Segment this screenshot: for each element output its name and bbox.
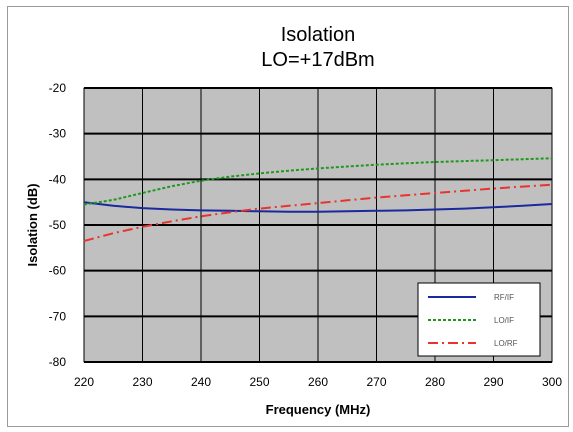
y-tick-label: -80 — [49, 355, 67, 369]
x-tick-label: 260 — [308, 375, 328, 389]
y-tick-label: -30 — [49, 127, 67, 141]
x-tick-label: 230 — [132, 375, 152, 389]
legend-box — [417, 282, 541, 357]
x-tick-label: 220 — [74, 375, 94, 389]
x-tick-label: 240 — [191, 375, 211, 389]
legend-label: LO/RF — [494, 339, 518, 348]
x-tick-label: 280 — [425, 375, 445, 389]
y-axis-title: Isolation (dB) — [25, 183, 40, 266]
chart-title: Isolation — [281, 24, 356, 46]
y-tick-label: -60 — [49, 264, 67, 278]
series-line-lo-rf — [83, 183, 553, 242]
x-axis-title: Frequency (MHz) — [266, 402, 371, 417]
x-tick-label: 290 — [483, 375, 503, 389]
series-line-lo-if — [83, 157, 553, 206]
x-tick-label: 250 — [249, 375, 269, 389]
y-tick-label: -20 — [49, 81, 67, 95]
y-tick-label: -50 — [49, 218, 67, 232]
x-tick-label: 300 — [542, 375, 562, 389]
y-tick-label: -40 — [49, 172, 67, 186]
chart-subtitle: LO=+17dBm — [261, 49, 374, 71]
legend-label: LO/IF — [494, 316, 514, 325]
y-tick-label: -70 — [49, 309, 67, 323]
legend-label: RF/IF — [494, 293, 514, 302]
series-line-rf-if — [83, 201, 553, 213]
x-tick-label: 270 — [366, 375, 386, 389]
